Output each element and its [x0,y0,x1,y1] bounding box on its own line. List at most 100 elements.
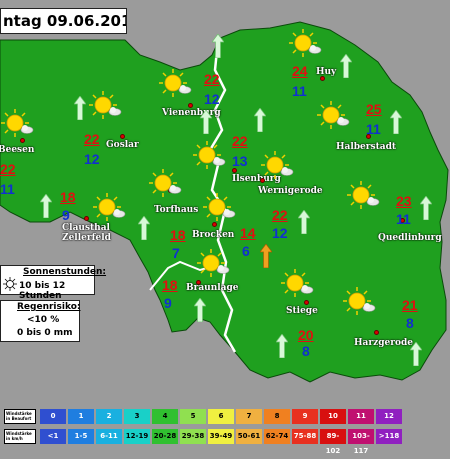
arrow-up-icon [40,194,52,218]
city-dot [196,280,201,285]
sun-cloud-icon [316,100,350,130]
sun-cloud-icon [346,180,380,210]
city-label-wernigerode: Wernigerode [258,186,323,196]
temp-min: 11 [0,181,15,197]
temp-max: 22 [204,71,220,87]
legend-label-beaufort: Windstärke in Beaufort [4,409,36,424]
arrow-up-icon [410,342,422,366]
city-label-braunlage: Braunlage [186,283,239,293]
temp-min: 11 [366,121,381,137]
city-dot [260,178,265,183]
temp-max: 18 [170,227,186,243]
arrow-up-icon [194,298,206,322]
legend-beaufort-cell: 0 [40,409,66,424]
rain-probability: <10 % [27,315,60,325]
arrow-up-icon [276,334,288,358]
sun-cloud-icon [280,268,314,298]
city-label-halberstadt: Halberstadt [336,142,397,152]
legend-kmh-cell: 62-74 [264,429,290,444]
sun-cloud-icon [92,192,126,222]
city-label-zellerfeld: Zellerfeld [62,233,111,243]
temp-max: 25 [366,101,382,117]
temp-min: 13 [232,153,248,169]
legend-beaufort-cell: 6 [208,409,234,424]
rain-box: Regenrisiko: <10 % 0 bis 0 mm [0,300,80,342]
arrow-up-icon [200,110,212,134]
city-label-huy: Huy [316,67,337,77]
arrow-up-orange-icon [260,244,272,268]
legend-beaufort-cell: 10 [320,409,346,424]
city-dot [366,134,371,139]
legend-beaufort-cell: 1 [68,409,94,424]
sun-cloud-icon [158,68,192,98]
city-dot [84,216,89,221]
sun-cloud-icon [88,90,122,120]
legend-beaufort-cell: 7 [236,409,262,424]
rain-amount: 0 bis 0 mm [17,328,73,338]
arrow-up-icon [254,108,266,132]
city-label-stiege: Stiege [286,306,318,316]
temp-max: 18 [60,189,76,205]
arrow-up-icon [390,110,402,134]
temp-max: 22 [84,131,100,147]
legend-row-kmh: Windstärke in km/h <1 1-5 6-11 12-19 20-28 29… [0,429,450,455]
legend-beaufort-cell: 3 [124,409,150,424]
temp-min: 8 [406,315,414,331]
sun-cloud-icon [288,28,322,58]
legend-kmh-cell: 6-11 [96,429,122,444]
temp-min: 12 [204,91,220,107]
legend-beaufort-cell: 2 [96,409,122,424]
legend-kmh-cell: 89-102 [320,429,346,455]
legend-beaufort-cell: 9 [292,409,318,424]
city-dot [320,76,325,81]
temp-min: 9 [62,207,70,223]
sun-cloud-icon [202,192,236,222]
sun-cloud-icon [0,108,34,138]
city-dot [304,300,309,305]
legend-kmh-cell: 1-5 [68,429,94,444]
city-label-beesen: Beesen [0,145,35,155]
legend-label-kmh: Windstärke in km/h [4,429,36,444]
city-label-torfhaus: Torfhaus [154,205,199,215]
temp-min: 11 [396,211,411,227]
legend-kmh-cell: <1 [40,429,66,444]
sunshine-box: Sonnenstunden: 10 bis 12 Stunden [0,265,106,301]
sun-cloud-icon [196,248,230,278]
arrow-up-icon [138,216,150,240]
sun-icon [3,277,17,291]
legend-beaufort-cell: 11 [348,409,374,424]
arrow-up-icon [212,34,224,58]
legend-kmh-cell: 75-88 [292,429,318,444]
city-dot [188,103,193,108]
legend-beaufort-cell: 4 [152,409,178,424]
city-dot [374,330,379,335]
sunshine-value: 10 bis 12 Stunden [19,281,66,301]
legend-beaufort-cell: 5 [180,409,206,424]
rain-label: Regenrisiko: [17,302,81,312]
temp-max: 23 [396,193,412,209]
city-label-quedlinburg: Quedlinburg [378,233,442,243]
legend-kmh-cell: 12-19 [124,429,150,444]
arrow-up-icon [340,54,352,78]
temp-max: 22 [232,133,248,149]
map-title: ntag 09.06.2019 [0,8,127,34]
city-dot [120,134,125,139]
sun-cloud-icon [260,150,294,180]
city-label-harzgerode: Harzgerode [354,338,413,348]
legend-kmh-cell: 20-28 [152,429,178,444]
temp-max: 22 [272,207,288,223]
legend-row-beaufort: Windstärke in Beaufort 0 1 2 3 4 5 6 7 8 9 10 11 12 [0,409,450,426]
city-label-brocken: Brocken [192,230,235,240]
temp-min: 12 [272,225,288,241]
border-line [208,39,237,353]
wind-legend: Windstärke in Beaufort 0 1 2 3 4 5 6 7 8 9 10 11 12 … [0,405,450,455]
city-dot [212,222,217,227]
arrow-up-icon [298,210,310,234]
sun-cloud-icon [342,286,376,316]
city-dot [400,218,405,223]
sunshine-label: Sonnenstunden: [23,267,107,277]
city-dot [20,138,25,143]
legend-kmh-cell: >118 [376,429,402,444]
temp-min: 11 [292,83,307,99]
city-label-goslar: Goslar [106,140,139,150]
